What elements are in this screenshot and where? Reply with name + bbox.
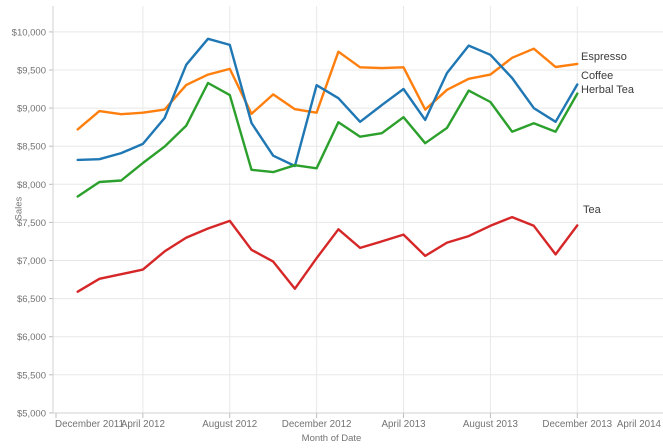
y-axis-title: Sales	[13, 196, 25, 221]
series-label-tea: Tea	[583, 204, 601, 216]
x-tick-label: April 2012	[121, 419, 165, 430]
y-tick-label: $8,000	[17, 180, 46, 191]
series-label-espresso: Espresso	[581, 51, 627, 63]
y-tick-label: $6,000	[17, 332, 46, 343]
y-tick-label: $7,000	[17, 256, 46, 267]
y-tick-label: $10,000	[12, 27, 46, 38]
x-tick-label: December 2011	[55, 419, 124, 430]
series-line-espresso[interactable]	[76, 47, 579, 131]
series-line-coffee[interactable]	[76, 37, 579, 168]
y-tick-label: $7,500	[17, 218, 46, 229]
series-label-herbal-tea: Herbal Tea	[581, 84, 634, 96]
y-tick-label: $6,500	[17, 294, 46, 305]
y-tick-label: $5,000	[17, 408, 46, 419]
y-tick-label: $9,000	[17, 104, 46, 115]
series-line-tea[interactable]	[76, 215, 579, 293]
x-tick-label: April 2014	[617, 419, 662, 430]
series-line-herbal-tea[interactable]	[76, 81, 579, 198]
x-tick-label: December 2013	[542, 419, 612, 430]
x-tick-label: April 2013	[381, 419, 426, 430]
y-tick-label: $9,500	[17, 66, 46, 77]
x-tick-label: December 2012	[282, 419, 352, 430]
x-tick-label: August 2013	[463, 419, 519, 430]
series-label-coffee: Coffee	[581, 70, 614, 82]
y-tick-label: $8,500	[17, 142, 46, 153]
x-tick-label: August 2012	[202, 419, 257, 430]
x-axis-title: Month of Date	[301, 433, 362, 444]
y-tick-label: $5,500	[17, 370, 46, 381]
